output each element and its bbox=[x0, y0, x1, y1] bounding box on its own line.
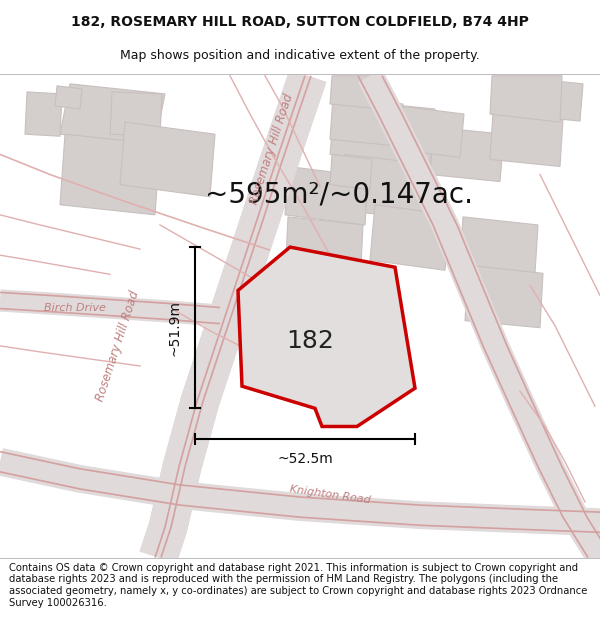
Polygon shape bbox=[460, 217, 538, 273]
Polygon shape bbox=[395, 106, 464, 158]
Text: ~595m²/~0.147ac.: ~595m²/~0.147ac. bbox=[205, 181, 473, 209]
Text: 182, ROSEMARY HILL ROAD, SUTTON COLDFIELD, B74 4HP: 182, ROSEMARY HILL ROAD, SUTTON COLDFIEL… bbox=[71, 15, 529, 29]
Text: Rosemary Hill Road: Rosemary Hill Road bbox=[94, 289, 142, 403]
Text: 182: 182 bbox=[286, 329, 334, 353]
Polygon shape bbox=[330, 97, 403, 146]
Polygon shape bbox=[285, 217, 363, 286]
Text: Rosemary Hill Road: Rosemary Hill Road bbox=[248, 92, 296, 206]
Polygon shape bbox=[510, 77, 583, 121]
Text: Map shows position and indicative extent of the property.: Map shows position and indicative extent… bbox=[120, 49, 480, 62]
Polygon shape bbox=[330, 154, 372, 189]
Polygon shape bbox=[330, 76, 382, 109]
Polygon shape bbox=[60, 134, 160, 215]
Polygon shape bbox=[430, 127, 504, 182]
Polygon shape bbox=[25, 92, 62, 136]
Polygon shape bbox=[55, 86, 82, 109]
Polygon shape bbox=[490, 76, 562, 122]
Polygon shape bbox=[340, 154, 430, 220]
Polygon shape bbox=[60, 84, 165, 144]
Text: Birch Drive: Birch Drive bbox=[44, 302, 106, 312]
Text: ~51.9m: ~51.9m bbox=[168, 300, 182, 356]
Text: Knighton Road: Knighton Road bbox=[289, 484, 371, 506]
Polygon shape bbox=[110, 92, 162, 136]
Polygon shape bbox=[120, 122, 215, 197]
Polygon shape bbox=[238, 247, 415, 426]
Text: ~52.5m: ~52.5m bbox=[277, 452, 333, 466]
Polygon shape bbox=[465, 265, 543, 328]
Polygon shape bbox=[370, 205, 450, 270]
Polygon shape bbox=[285, 166, 368, 225]
Text: Contains OS data © Crown copyright and database right 2021. This information is : Contains OS data © Crown copyright and d… bbox=[9, 563, 587, 608]
Polygon shape bbox=[490, 112, 563, 166]
Polygon shape bbox=[330, 99, 435, 164]
